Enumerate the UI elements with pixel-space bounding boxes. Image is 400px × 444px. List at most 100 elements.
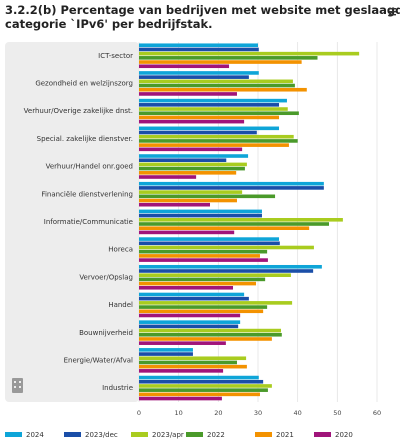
bar: [139, 75, 249, 79]
legend-swatch: [255, 432, 272, 437]
bar: [139, 313, 241, 318]
bar: [139, 56, 318, 60]
bar: [139, 230, 235, 235]
bar: [139, 296, 249, 301]
bar: [139, 213, 262, 218]
bar: [139, 202, 211, 207]
category-label: Bouwnijverheid: [79, 329, 133, 337]
building-icon: [12, 378, 23, 393]
bar: [139, 360, 237, 365]
bar: [139, 64, 230, 69]
bar: [139, 273, 291, 277]
bar: [139, 47, 259, 52]
bar: [139, 384, 272, 388]
category-label: Gezondheid en welzijnszorg: [35, 80, 133, 88]
bar: [139, 341, 226, 345]
legend-label: 2023/dec: [85, 431, 118, 439]
legend-item[interactable]: 2023/apr: [131, 431, 184, 439]
bar: [139, 175, 197, 179]
x-tick-label: 0: [137, 409, 141, 417]
bar: [139, 348, 193, 352]
x-tick-label: 30: [254, 409, 262, 417]
bar: [139, 119, 245, 124]
bar: [139, 277, 266, 282]
legend-swatch: [314, 432, 331, 437]
bar: [139, 245, 314, 250]
bar: [139, 166, 245, 171]
bar: [139, 181, 324, 186]
bar: [139, 352, 193, 356]
bar: [139, 43, 258, 48]
bar: [139, 301, 293, 305]
bar: [139, 305, 268, 309]
bar: [139, 309, 264, 314]
category-label: Horeca: [108, 246, 133, 254]
legend-label: 2024: [26, 431, 44, 439]
bar: [139, 83, 295, 88]
category-label: Industrie: [102, 384, 133, 392]
bar: [139, 379, 264, 384]
legend-item[interactable]: 2024: [5, 431, 44, 439]
bar: [139, 194, 276, 199]
bar: [139, 332, 282, 337]
x-tick-label: 50: [333, 409, 341, 417]
bar: [139, 285, 234, 290]
legend-swatch: [186, 432, 203, 437]
category-label: ICT-sector: [98, 52, 133, 60]
bar: [139, 375, 259, 380]
legend-label: 2020: [335, 431, 353, 439]
bar: [139, 154, 249, 158]
bar: [139, 103, 280, 107]
bar: [139, 111, 299, 116]
category-label: Handel: [108, 301, 133, 309]
x-tick-label: 20: [214, 409, 222, 417]
bar: [139, 209, 262, 214]
bar: [139, 392, 260, 397]
x-tick-label: 40: [294, 409, 302, 417]
bar: [139, 281, 257, 286]
legend-label: 2022: [207, 431, 225, 439]
x-tick-label: 10: [175, 409, 183, 417]
legend-item[interactable]: 2023/dec: [64, 431, 118, 439]
category-label: Financiële dienstverlening: [41, 190, 133, 198]
bar: [139, 264, 322, 269]
bar: [139, 143, 289, 147]
chart-title: 3.2.2(b) Percentage van bedrijven met we…: [5, 3, 400, 31]
bar: [139, 60, 302, 64]
bar: [139, 130, 257, 135]
category-label: Verhuur/Overige zakelijke dnst.: [24, 107, 133, 115]
bar: [139, 396, 222, 401]
category-label: Vervoer/Opslag: [79, 273, 133, 281]
bar: [139, 249, 268, 254]
legend-label: 2023/apr: [152, 431, 184, 439]
legend-swatch: [64, 432, 81, 437]
bar: [139, 328, 282, 333]
bar: [139, 388, 268, 392]
legend-item[interactable]: 2022: [186, 431, 225, 439]
bar: [139, 337, 272, 341]
bar: [139, 126, 280, 131]
bar: [139, 71, 259, 75]
bar: [139, 369, 224, 373]
legend-item[interactable]: 2020: [314, 431, 353, 439]
category-panel: [5, 42, 139, 402]
category-label: Verhuur/Handel onr.goed: [46, 163, 133, 171]
bar: [139, 258, 268, 262]
bar: [139, 241, 280, 246]
menu-icon[interactable]: [389, 8, 396, 16]
bar: [139, 87, 307, 92]
bar: [139, 198, 237, 203]
bar: [139, 147, 243, 152]
bar: [139, 364, 247, 369]
bar: [139, 186, 324, 190]
bar: [139, 356, 247, 361]
bar: [139, 269, 314, 273]
legend-label: 2021: [276, 431, 294, 439]
bar: [139, 237, 280, 241]
legend-item[interactable]: 2021: [255, 431, 294, 439]
bar: [139, 324, 239, 329]
category-label: Special. zakelijke dienstver.: [37, 135, 133, 143]
bar: [139, 218, 343, 222]
